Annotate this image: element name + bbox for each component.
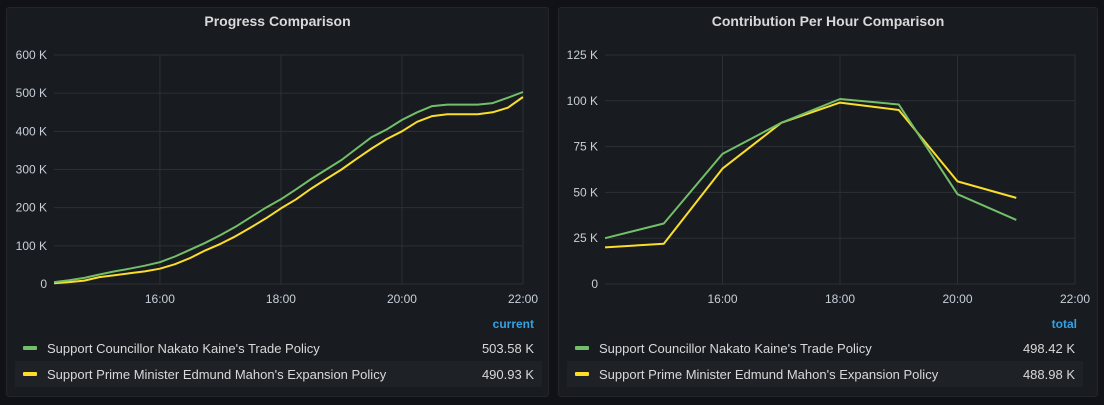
legend-label: Support Prime Minister Edmund Mahon's Ex…	[599, 366, 939, 382]
contribution-per-hour-panel: Contribution Per Hour Comparison 0 25 K 50…	[558, 7, 1098, 397]
y-tick-label: 75 K	[573, 140, 598, 154]
legend-value: 503.58 K	[481, 340, 534, 356]
legend-value: 490.93 K	[481, 366, 534, 382]
legend-item-mahon[interactable]: Support Prime Minister Edmund Mahon's Ex…	[567, 361, 1083, 387]
series-line[interactable]	[53, 96, 524, 285]
x-tick-label: 16:00	[145, 292, 175, 306]
legend-value: 498.42 K	[1022, 340, 1075, 356]
y-tick-label: 600 K	[16, 48, 47, 62]
y-tick-label: 100 K	[16, 239, 47, 253]
y-tick-label: 200 K	[16, 201, 47, 215]
y-tick-label: 300 K	[16, 163, 47, 177]
series-line[interactable]	[604, 101, 1017, 249]
y-tick-label: 500 K	[16, 86, 47, 100]
series-line[interactable]	[53, 91, 524, 284]
y-tick-label: 0	[591, 277, 598, 291]
legend-label: Support Councillor Nakato Kaine's Trade …	[47, 340, 320, 356]
contribution-chart: 0 25 K 50 K 75 K 100 K 125 K 16:00 18:00 20:00 22…	[567, 48, 1091, 306]
x-tick-label: 18:00	[266, 292, 296, 306]
x-tick-label: 20:00	[942, 292, 972, 306]
legend-header-current[interactable]: current	[492, 317, 534, 331]
y-tick-label: 0	[40, 277, 47, 291]
legend-item-kaine[interactable]: Support Councillor Nakato Kaine's Trade …	[567, 335, 1083, 361]
legend-swatch-yellow	[575, 372, 589, 376]
legend-swatch-yellow	[23, 372, 37, 376]
panel-title[interactable]: Contribution Per Hour Comparison	[711, 13, 945, 29]
progress-chart: 0 100 K 200 K 300 K 400 K 500 K 600 K 16:00 18:0…	[16, 48, 539, 306]
x-tick-label: 16:00	[707, 292, 737, 306]
legend-item-mahon[interactable]: Support Prime Minister Edmund Mahon's Ex…	[15, 361, 542, 387]
legend-swatch-green	[23, 346, 37, 350]
y-tick-label: 100 K	[567, 94, 598, 108]
legend-label: Support Prime Minister Edmund Mahon's Ex…	[47, 366, 387, 382]
x-tick-label: 20:00	[387, 292, 417, 306]
legend-item-kaine[interactable]: Support Councillor Nakato Kaine's Trade …	[15, 335, 542, 361]
series-line[interactable]	[604, 98, 1017, 240]
legend-header-total[interactable]: total	[1051, 317, 1077, 331]
x-tick-label: 22:00	[508, 292, 538, 306]
y-tick-label: 50 K	[573, 185, 598, 199]
x-tick-label: 18:00	[825, 292, 855, 306]
x-tick-label: 22:00	[1060, 292, 1090, 306]
legend-value: 488.98 K	[1022, 366, 1075, 382]
legend-swatch-green	[575, 346, 589, 350]
y-tick-label: 125 K	[567, 48, 598, 62]
legend-label: Support Councillor Nakato Kaine's Trade …	[599, 340, 872, 356]
progress-comparison-panel: Progress Comparison 0 100 K 200 K 300 K 400 …	[6, 7, 549, 397]
panel-title[interactable]: Progress Comparison	[204, 13, 351, 29]
y-tick-label: 25 K	[573, 231, 598, 245]
y-tick-label: 400 K	[16, 124, 47, 138]
